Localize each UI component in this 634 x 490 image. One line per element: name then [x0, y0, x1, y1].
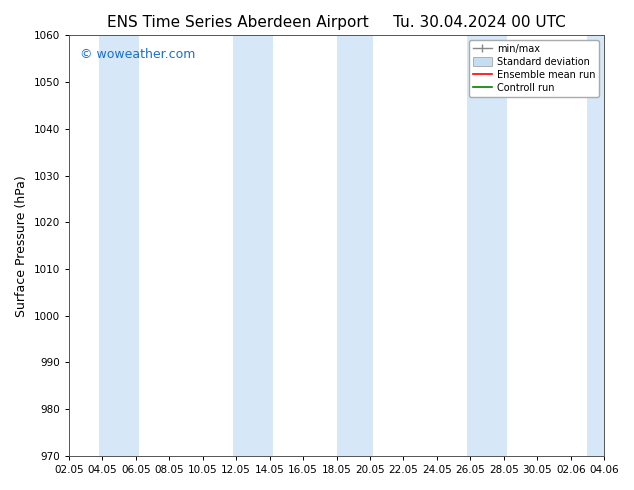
Bar	[467, 35, 507, 456]
Title: ENS Time Series Aberdeen Airport     Tu. 30.04.2024 00 UTC: ENS Time Series Aberdeen Airport Tu. 30.…	[107, 15, 566, 30]
Bar	[233, 35, 273, 456]
Bar	[99, 35, 139, 456]
Bar	[588, 35, 621, 456]
Bar	[337, 35, 373, 456]
Text: © woweather.com: © woweather.com	[79, 48, 195, 61]
Y-axis label: Surface Pressure (hPa): Surface Pressure (hPa)	[15, 175, 28, 317]
Legend: min/max, Standard deviation, Ensemble mean run, Controll run: min/max, Standard deviation, Ensemble me…	[469, 40, 599, 97]
